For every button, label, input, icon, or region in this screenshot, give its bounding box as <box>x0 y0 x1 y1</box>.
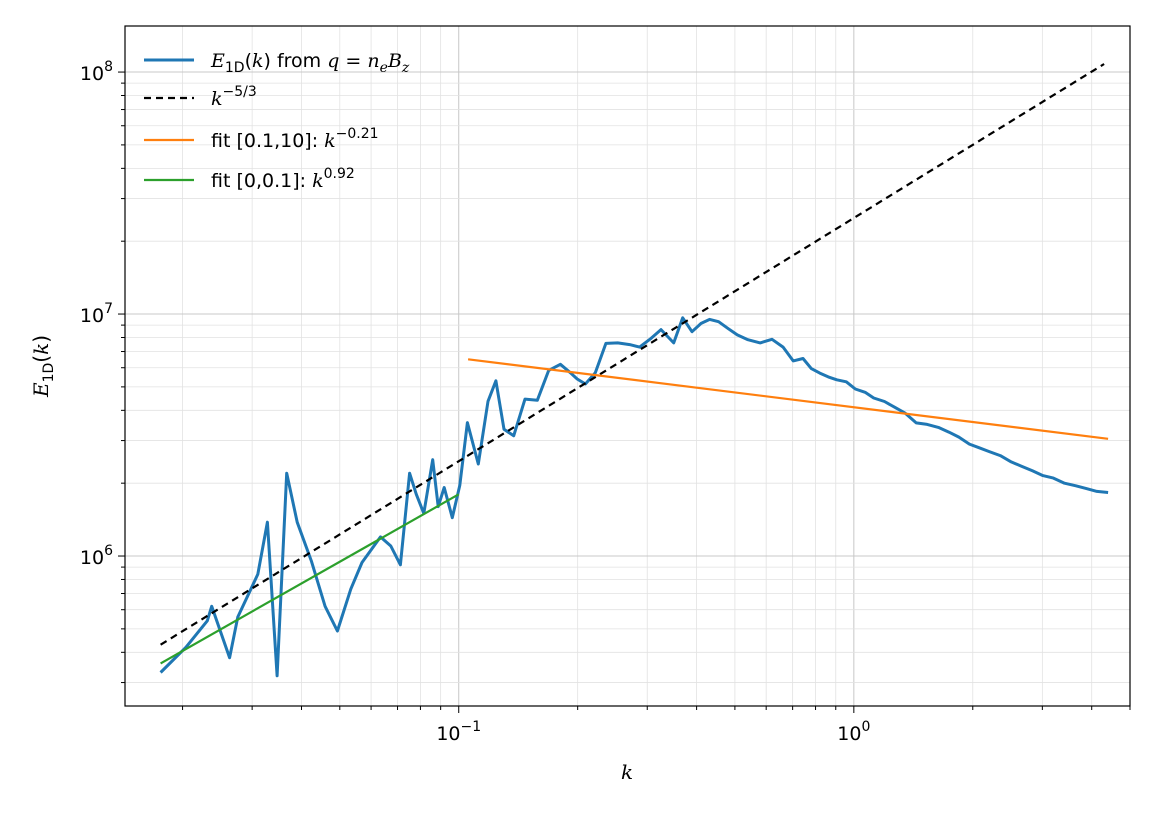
y-tick-label: 108 <box>80 59 113 85</box>
legend-label-spectrum: E1D(k) from q = neBz <box>210 50 410 76</box>
x-tick-label: 100 <box>837 719 870 745</box>
grid-lines <box>125 26 1131 706</box>
axis-ticks: 10−1 100 106 107 108 <box>80 59 1131 745</box>
x-tick-label: 10−1 <box>436 719 481 745</box>
series-line-spectrum <box>159 316 1109 678</box>
series-line-fit_high <box>467 358 1109 440</box>
legend-label-ref: k−5/3 <box>211 84 257 110</box>
y-tick-label: 106 <box>80 543 113 569</box>
y-tick-label: 107 <box>80 301 113 327</box>
legend-label-fit_low: fit [0,0.1]: k0.92 <box>211 166 355 192</box>
legend-label-fit_high: fit [0.1,10]: k−0.21 <box>211 126 379 152</box>
series-line-fit_low <box>160 493 460 665</box>
series-layer <box>159 63 1109 678</box>
series-line-ref <box>160 63 1105 646</box>
plot-frame <box>124 25 1131 707</box>
legend: E1D(k) from q = neBz k−5/3 fit [0.1,10]: k… <box>144 50 410 192</box>
x-axis-label: k <box>621 760 633 784</box>
y-axis-label-text: E1D(k) <box>29 335 57 398</box>
y-axis-label: E1D(k) <box>29 335 57 398</box>
